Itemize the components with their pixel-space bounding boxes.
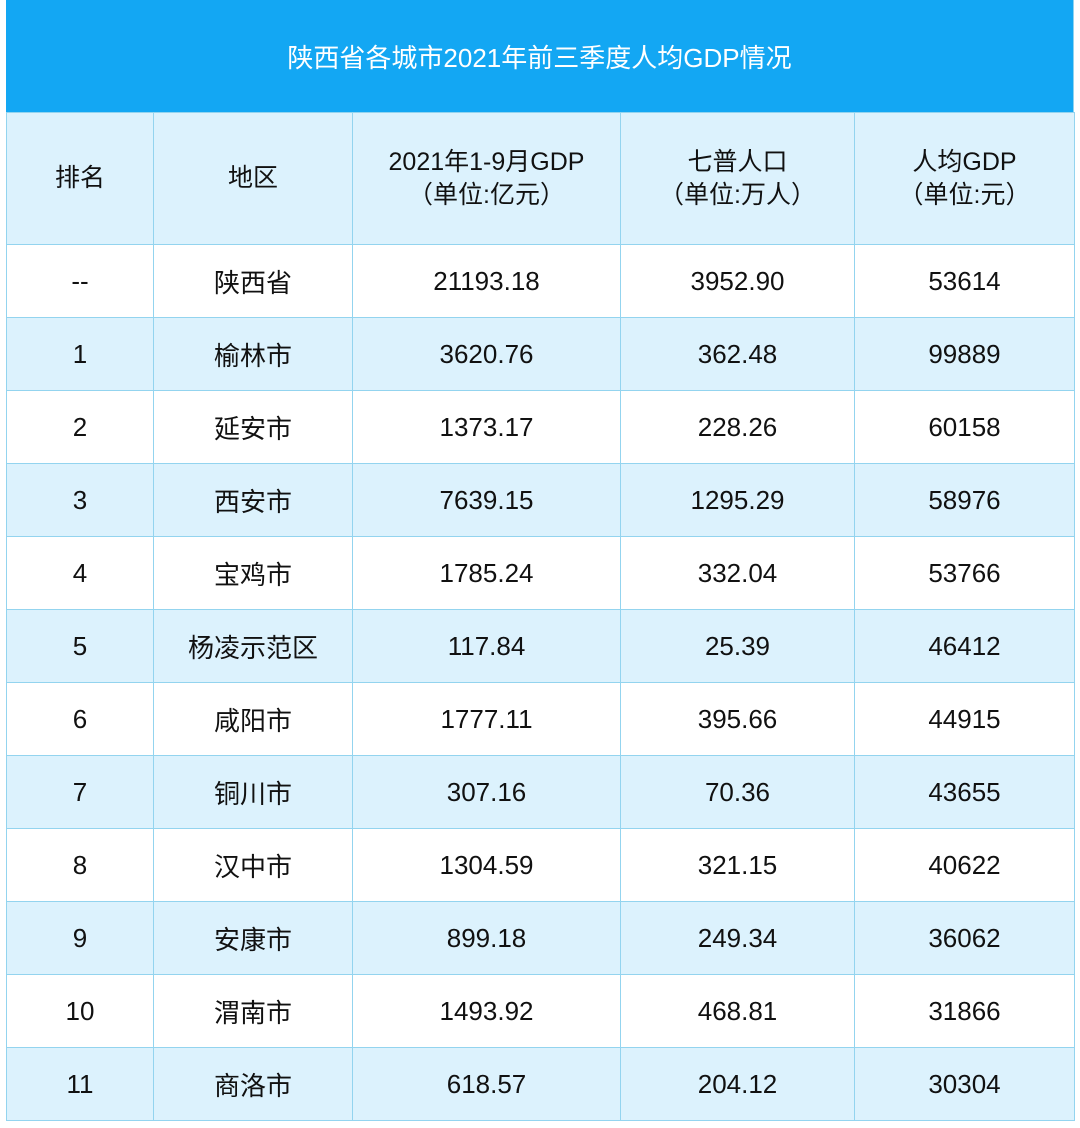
cell-gdp: 307.16 bbox=[352, 755, 621, 829]
cell-region: 陕西省 bbox=[153, 244, 353, 318]
cell-gdp: 1785.24 bbox=[352, 536, 621, 610]
cell-region: 汉中市 bbox=[153, 828, 353, 902]
table-row: 4 宝鸡市 1785.24 332.04 53766 bbox=[6, 536, 1075, 610]
cell-gdp-per-capita: 40622 bbox=[854, 828, 1075, 902]
cell-gdp: 899.18 bbox=[352, 901, 621, 975]
header-gdp-per-capita-label: 人均GDP bbox=[912, 147, 1017, 176]
cell-gdp-per-capita: 43655 bbox=[854, 755, 1075, 829]
cell-gdp-per-capita: 46412 bbox=[854, 609, 1075, 683]
table-row: 5 杨凌示范区 117.84 25.39 46412 bbox=[6, 609, 1075, 683]
cell-gdp: 1777.11 bbox=[352, 682, 621, 756]
cell-population: 3952.90 bbox=[620, 244, 855, 318]
cell-region: 延安市 bbox=[153, 390, 353, 464]
cell-population: 395.66 bbox=[620, 682, 855, 756]
header-row: 排名 地区 2021年1-9月GDP （单位:亿元） 七普人口 （单位:万人） … bbox=[6, 112, 1075, 245]
cell-region: 商洛市 bbox=[153, 1047, 353, 1121]
table-row: 9 安康市 899.18 249.34 36062 bbox=[6, 901, 1075, 975]
header-region-label: 地区 bbox=[227, 164, 278, 192]
cell-rank: 3 bbox=[6, 463, 154, 537]
cell-rank: 2 bbox=[6, 390, 154, 464]
header-rank-label: 排名 bbox=[54, 164, 105, 192]
cell-gdp-per-capita: 36062 bbox=[854, 901, 1075, 975]
table-row: 2 延安市 1373.17 228.26 60158 bbox=[6, 390, 1075, 464]
cell-population: 228.26 bbox=[620, 390, 855, 464]
cell-population: 321.15 bbox=[620, 828, 855, 902]
table-row: 11 商洛市 618.57 204.12 30304 bbox=[6, 1047, 1075, 1121]
cell-rank: 10 bbox=[6, 974, 154, 1048]
cell-gdp: 21193.18 bbox=[352, 244, 621, 318]
header-rank: 排名 bbox=[6, 112, 154, 245]
cell-rank: -- bbox=[6, 244, 154, 318]
cell-region: 杨凌示范区 bbox=[153, 609, 353, 683]
cell-gdp: 3620.76 bbox=[352, 317, 621, 391]
header-gdp-unit: （单位:亿元） bbox=[408, 180, 565, 209]
cell-region: 宝鸡市 bbox=[153, 536, 353, 610]
cell-gdp-per-capita: 53614 bbox=[854, 244, 1075, 318]
header-region: 地区 bbox=[153, 112, 353, 245]
cell-population: 25.39 bbox=[620, 609, 855, 683]
table-row: 10 渭南市 1493.92 468.81 31866 bbox=[6, 974, 1075, 1048]
table-row: 1 榆林市 3620.76 362.48 99889 bbox=[6, 317, 1075, 391]
gdp-table-container: 陕西省各城市2021年前三季度人均GDP情况 排名 地区 2021年1-9月GD… bbox=[6, 0, 1075, 1121]
cell-population: 204.12 bbox=[620, 1047, 855, 1121]
cell-rank: 11 bbox=[6, 1047, 154, 1121]
cell-gdp-per-capita: 60158 bbox=[854, 390, 1075, 464]
cell-rank: 7 bbox=[6, 755, 154, 829]
cell-gdp-per-capita: 31866 bbox=[854, 974, 1075, 1048]
cell-gdp: 1373.17 bbox=[352, 390, 621, 464]
cell-gdp: 1493.92 bbox=[352, 974, 621, 1048]
cell-population: 70.36 bbox=[620, 755, 855, 829]
cell-region: 安康市 bbox=[153, 901, 353, 975]
cell-gdp: 117.84 bbox=[352, 609, 621, 683]
header-population-label: 七普人口 bbox=[687, 147, 788, 176]
cell-gdp: 7639.15 bbox=[352, 463, 621, 537]
cell-population: 249.34 bbox=[620, 901, 855, 975]
cell-gdp: 1304.59 bbox=[352, 828, 621, 902]
cell-population: 468.81 bbox=[620, 974, 855, 1048]
cell-rank: 5 bbox=[6, 609, 154, 683]
table-row: 3 西安市 7639.15 1295.29 58976 bbox=[6, 463, 1075, 537]
cell-population: 362.48 bbox=[620, 317, 855, 391]
cell-region: 榆林市 bbox=[153, 317, 353, 391]
header-gdp: 2021年1-9月GDP （单位:亿元） bbox=[352, 112, 621, 245]
header-gdp-per-capita-unit: （单位:元） bbox=[898, 180, 1031, 209]
cell-rank: 4 bbox=[6, 536, 154, 610]
cell-population: 332.04 bbox=[620, 536, 855, 610]
header-gdp-label: 2021年1-9月GDP bbox=[388, 147, 585, 176]
table-row: 8 汉中市 1304.59 321.15 40622 bbox=[6, 828, 1075, 902]
header-gdp-per-capita: 人均GDP （单位:元） bbox=[854, 112, 1075, 245]
header-population-unit: （单位:万人） bbox=[659, 180, 816, 209]
table-title: 陕西省各城市2021年前三季度人均GDP情况 bbox=[6, 0, 1074, 112]
cell-rank: 6 bbox=[6, 682, 154, 756]
cell-gdp-per-capita: 99889 bbox=[854, 317, 1075, 391]
cell-gdp-per-capita: 30304 bbox=[854, 1047, 1075, 1121]
cell-gdp-per-capita: 53766 bbox=[854, 536, 1075, 610]
cell-rank: 9 bbox=[6, 901, 154, 975]
table-row: 7 铜川市 307.16 70.36 43655 bbox=[6, 755, 1075, 829]
cell-gdp-per-capita: 58976 bbox=[854, 463, 1075, 537]
table-row: 6 咸阳市 1777.11 395.66 44915 bbox=[6, 682, 1075, 756]
cell-population: 1295.29 bbox=[620, 463, 855, 537]
cell-region: 西安市 bbox=[153, 463, 353, 537]
cell-region: 渭南市 bbox=[153, 974, 353, 1048]
cell-gdp-per-capita: 44915 bbox=[854, 682, 1075, 756]
cell-rank: 1 bbox=[6, 317, 154, 391]
gdp-table: 排名 地区 2021年1-9月GDP （单位:亿元） 七普人口 （单位:万人） … bbox=[6, 112, 1075, 1121]
header-population: 七普人口 （单位:万人） bbox=[620, 112, 855, 245]
cell-region: 铜川市 bbox=[153, 755, 353, 829]
cell-region: 咸阳市 bbox=[153, 682, 353, 756]
cell-rank: 8 bbox=[6, 828, 154, 902]
cell-gdp: 618.57 bbox=[352, 1047, 621, 1121]
table-row: -- 陕西省 21193.18 3952.90 53614 bbox=[6, 244, 1075, 318]
